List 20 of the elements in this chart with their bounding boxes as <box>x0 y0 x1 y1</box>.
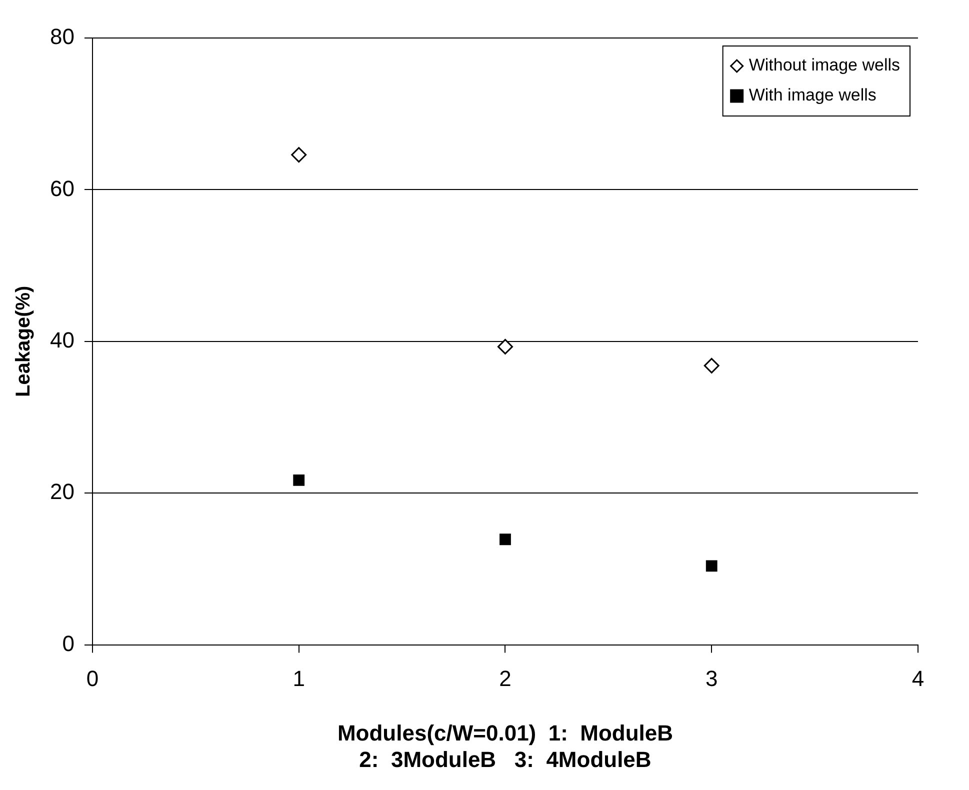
point <box>704 358 720 374</box>
point <box>291 147 307 163</box>
legend-label: With image wells <box>748 86 876 105</box>
y-axis-title: Leakage(%) <box>12 286 35 397</box>
x-tick-label: 3 <box>705 666 718 692</box>
x-tick-label: 1 <box>292 666 305 692</box>
x-tick-label: 4 <box>912 666 924 692</box>
y-tick-label: 80 <box>50 24 74 50</box>
point <box>497 338 513 354</box>
x-axis-title: Modules(c/W=0.01) 1: ModuleB 2: 3ModuleB 3: 4ModuleB <box>337 720 674 772</box>
y-tick-label: 0 <box>62 630 74 656</box>
x-tick-label: 2 <box>499 666 512 692</box>
point <box>293 474 305 486</box>
x-tick-label: 0 <box>86 666 99 692</box>
y-tick-label: 20 <box>50 479 74 504</box>
y-tick-label: 60 <box>50 176 74 201</box>
point <box>500 534 511 546</box>
legend-label: Without image wells <box>748 56 900 75</box>
point <box>706 560 718 572</box>
y-tick-label: 40 <box>50 327 74 352</box>
